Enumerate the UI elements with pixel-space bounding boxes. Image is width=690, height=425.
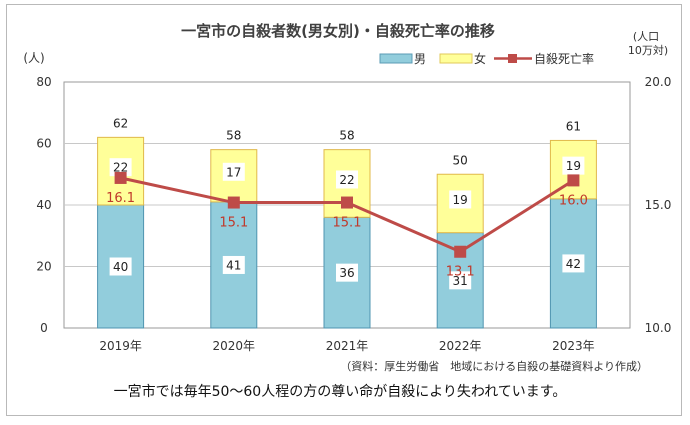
x-tick-label: 2021年: [326, 339, 369, 353]
y-axis-left-label: (人): [23, 51, 44, 65]
data-label-male: 40: [113, 260, 128, 274]
rate-point: [567, 174, 580, 187]
data-label-male: 31: [453, 274, 468, 288]
y-axis-right-label-line2: 10万対): [628, 43, 668, 57]
data-label-box-male: [222, 255, 245, 274]
legend-swatch-male: [379, 53, 413, 64]
y-axis-right-ticks: 10.0 15.0 20.0: [645, 75, 672, 335]
data-label-box-male: [336, 263, 358, 282]
data-label-total: 58: [226, 129, 241, 143]
data-label-total: 61: [566, 119, 581, 133]
legend-swatch-female: [439, 53, 473, 64]
y-right-tick-label: 10.0: [645, 321, 672, 335]
rate-point: [227, 196, 240, 209]
data-label-box-female: [336, 170, 358, 189]
data-label-female: 19: [453, 193, 468, 207]
legend-label-male: 男: [414, 52, 426, 66]
rate-label: 16.1: [106, 191, 135, 206]
data-label-male: 41: [226, 258, 241, 272]
data-label-female: 17: [226, 165, 241, 179]
data-label-box-female: [449, 190, 472, 209]
y-left-tick-label: 20: [36, 260, 51, 274]
chart-title: 一宮市の自殺者数(男女別)・自殺死亡率の推移: [181, 22, 495, 40]
y-left-tick-label: 60: [36, 137, 51, 151]
legend: 男 女 自殺死亡率: [379, 51, 594, 66]
y-left-tick-label: 40: [36, 198, 51, 212]
data-label-total: 58: [339, 129, 354, 143]
data-label-male: 42: [566, 257, 581, 271]
y-right-tick-label: 20.0: [645, 75, 672, 89]
data-label-box-male: [449, 271, 472, 290]
x-axis-ticks: 2019年 2020年 2021年 2022年 2023年: [99, 339, 594, 353]
rate-label: 13.1: [446, 265, 475, 280]
data-label-female: 22: [339, 173, 354, 187]
data-label-box-female: [109, 158, 132, 177]
rate-point: [341, 196, 353, 209]
rate-label: 15.1: [219, 216, 248, 231]
data-label-box-female: [222, 162, 245, 181]
rate-label: 16.0: [559, 193, 588, 208]
data-label-box-male: [109, 257, 132, 276]
y-axis-left-ticks: 0 20 40 60 80: [36, 75, 51, 335]
caption: 一宮市では毎年50～60人程の方の尊い命が自殺により失われています。: [114, 383, 567, 400]
data-label-female: 19: [566, 159, 581, 173]
legend-marker-rate: [508, 54, 517, 63]
x-tick-label: 2020年: [213, 339, 256, 353]
data-label-male: 36: [339, 266, 354, 280]
data-label-total: 50: [453, 153, 468, 167]
data-label-box-male: [562, 254, 585, 273]
bars: 40 22 62 41 17 58 36 22 58 31 19 50 42 19 61: [97, 116, 597, 329]
rate-point: [454, 245, 467, 258]
y-left-tick-label: 0: [40, 321, 48, 335]
legend-label-female: 女: [474, 51, 486, 66]
rate-point: [114, 171, 127, 184]
data-label-female: 22: [113, 161, 128, 175]
x-tick-label: 2023年: [552, 339, 595, 353]
x-tick-label: 2019年: [99, 339, 142, 353]
x-tick-label: 2022年: [439, 339, 482, 353]
rate-line: 16.1 15.1 15.1 13.1 16.0: [106, 171, 588, 280]
y-left-tick-label: 80: [36, 75, 51, 89]
data-label-total: 62: [113, 116, 128, 130]
source-note: （資料：厚生労働省 地域における自殺の基礎資料より作成）: [340, 359, 648, 373]
legend-label-rate: 自殺死亡率: [534, 51, 594, 66]
y-right-tick-label: 15.0: [645, 198, 672, 212]
data-label-box-female: [562, 156, 585, 175]
y-axis-right-label-line1: (人口: [633, 30, 659, 43]
rate-label: 15.1: [333, 216, 362, 231]
